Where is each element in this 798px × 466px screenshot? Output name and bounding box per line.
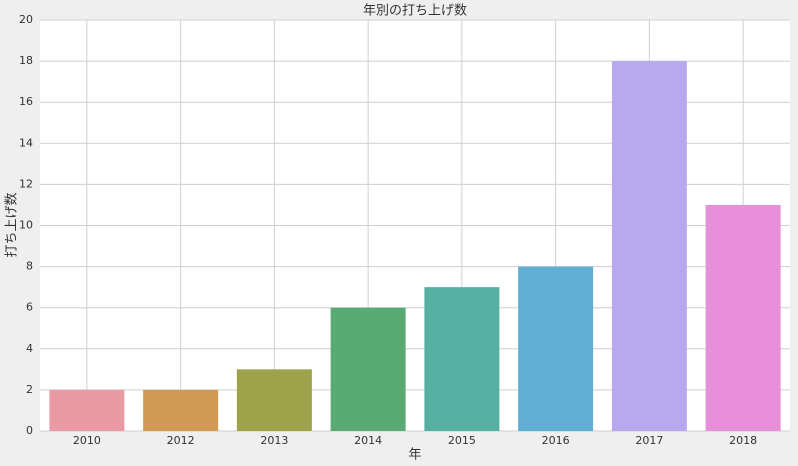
chart-title: 年別の打ち上げ数 <box>363 4 467 19</box>
y-axis-label: 打ち上げ数 <box>5 192 20 257</box>
y-tick-label: 16 <box>19 95 33 108</box>
x-tick-label: 2017 <box>635 434 663 447</box>
bar <box>330 307 406 431</box>
y-tick-label: 14 <box>19 136 33 149</box>
bar <box>518 266 594 431</box>
y-tick-label: 6 <box>26 301 33 314</box>
y-tick-label: 2 <box>26 383 33 396</box>
x-axis-label: 年 <box>408 448 421 463</box>
bar <box>49 389 125 431</box>
bar <box>705 204 781 431</box>
x-tick-label: 2015 <box>448 434 476 447</box>
y-tick-label: 0 <box>26 424 33 437</box>
y-tick-label: 10 <box>19 219 33 232</box>
x-tick-label: 2012 <box>167 434 195 447</box>
bar <box>611 61 687 431</box>
y-tick-label: 4 <box>26 342 33 355</box>
x-tick-label: 2010 <box>73 434 101 447</box>
y-tick-label: 18 <box>19 54 33 67</box>
bar <box>236 369 312 431</box>
x-tick-label: 2016 <box>542 434 570 447</box>
bar <box>143 389 219 431</box>
y-tick-label: 12 <box>19 177 33 190</box>
bar <box>424 287 500 431</box>
x-tick-label: 2013 <box>260 434 288 447</box>
x-tick-label: 2018 <box>729 434 757 447</box>
y-tick-label: 20 <box>19 13 33 26</box>
y-tick-label: 8 <box>26 260 33 273</box>
x-tick-label: 2014 <box>354 434 382 447</box>
